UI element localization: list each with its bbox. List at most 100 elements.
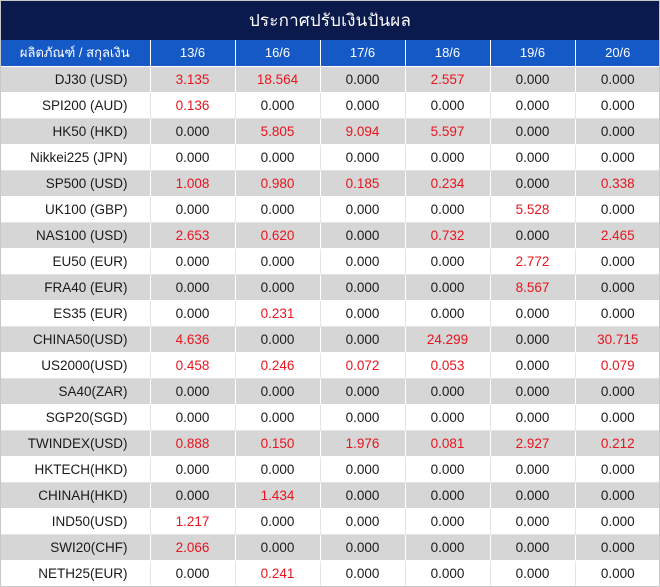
dividend-value-cell: 0.000 bbox=[404, 403, 491, 431]
dividend-value-cell: 0.241 bbox=[234, 559, 321, 587]
dividend-value-cell: 0.079 bbox=[574, 351, 660, 379]
dividend-value-cell: 4.636 bbox=[149, 325, 236, 353]
table-row: HKTECH(HKD) 0.000 0.000 0.000 0.000 0.000 0.00… bbox=[0, 455, 660, 483]
dividend-table: ผลิตภัณฑ์ / สกุลเงิน 13/6 16/6 17/6 18/6… bbox=[0, 40, 660, 587]
dividend-value-cell: 0.000 bbox=[149, 481, 236, 509]
dividend-value-cell: 9.094 bbox=[319, 117, 406, 145]
product-name-cell: DJ30 (USD) bbox=[0, 65, 151, 93]
dividend-value-cell: 0.000 bbox=[234, 325, 321, 353]
dividend-value-cell: 2.653 bbox=[149, 221, 236, 249]
dividend-value-cell: 0.000 bbox=[404, 273, 491, 301]
dividend-value-cell: 0.000 bbox=[319, 559, 406, 587]
dividend-value-cell: 5.805 bbox=[234, 117, 321, 145]
dividend-value-cell: 0.000 bbox=[319, 65, 406, 93]
dividend-value-cell: 0.000 bbox=[489, 143, 576, 171]
dividend-value-cell: 0.732 bbox=[404, 221, 491, 249]
table-row: IND50(USD) 1.217 0.000 0.000 0.000 0.000 0.000 bbox=[0, 507, 660, 535]
table-header: ผลิตภัณฑ์ / สกุลเงิน 13/6 16/6 17/6 18/6… bbox=[0, 40, 660, 67]
dividend-value-cell: 18.564 bbox=[234, 65, 321, 93]
dividend-value-cell: 0.000 bbox=[574, 533, 660, 561]
dividend-value-cell: 0.000 bbox=[489, 221, 576, 249]
dividend-value-cell: 0.081 bbox=[404, 429, 491, 457]
dividend-value-cell: 0.000 bbox=[149, 455, 236, 483]
dividend-value-cell: 0.000 bbox=[489, 169, 576, 197]
dividend-value-cell: 0.000 bbox=[234, 273, 321, 301]
dividend-value-cell: 0.000 bbox=[574, 481, 660, 509]
dividend-value-cell: 0.246 bbox=[234, 351, 321, 379]
dividend-value-cell: 0.000 bbox=[574, 117, 660, 145]
product-name-cell: Nikkei225 (JPN) bbox=[0, 143, 151, 171]
dividend-value-cell: 2.557 bbox=[404, 65, 491, 93]
product-name-cell: SP500 (USD) bbox=[0, 169, 151, 197]
product-name-cell: SGP20(SGD) bbox=[0, 403, 151, 431]
table-row: SP500 (USD) 1.008 0.980 0.185 0.234 0.000 0.33… bbox=[0, 169, 660, 197]
dividend-value-cell: 8.567 bbox=[489, 273, 576, 301]
dividend-value-cell: 0.000 bbox=[319, 247, 406, 275]
dividend-value-cell: 0.000 bbox=[319, 91, 406, 119]
dividend-value-cell: 5.528 bbox=[489, 195, 576, 223]
table-row: FRA40 (EUR) 0.000 0.000 0.000 0.000 8.567 0.00… bbox=[0, 273, 660, 301]
dividend-value-cell: 0.000 bbox=[234, 247, 321, 275]
dividend-value-cell: 0.000 bbox=[574, 65, 660, 93]
dividend-value-cell: 0.000 bbox=[319, 507, 406, 535]
dividend-value-cell: 0.000 bbox=[234, 507, 321, 535]
column-header-date: 19/6 bbox=[489, 40, 576, 67]
dividend-value-cell: 0.000 bbox=[234, 143, 321, 171]
product-name-cell: TWINDEX(USD) bbox=[0, 429, 151, 457]
dividend-value-cell: 0.458 bbox=[149, 351, 236, 379]
dividend-value-cell: 2.465 bbox=[574, 221, 660, 249]
product-name-cell: HKTECH(HKD) bbox=[0, 455, 151, 483]
dividend-value-cell: 0.000 bbox=[489, 65, 576, 93]
table-row: EU50 (EUR) 0.000 0.000 0.000 0.000 2.772 0.000 bbox=[0, 247, 660, 275]
dividend-value-cell: 1.217 bbox=[149, 507, 236, 535]
table-row: CHINA50(USD) 4.636 0.000 0.000 24.299 0.000 30… bbox=[0, 325, 660, 353]
column-header-date: 13/6 bbox=[149, 40, 236, 67]
dividend-value-cell: 0.000 bbox=[489, 325, 576, 353]
product-name-cell: CHINAH(HKD) bbox=[0, 481, 151, 509]
dividend-value-cell: 0.888 bbox=[149, 429, 236, 457]
dividend-value-cell: 0.000 bbox=[404, 195, 491, 223]
dividend-value-cell: 2.066 bbox=[149, 533, 236, 561]
dividend-value-cell: 0.234 bbox=[404, 169, 491, 197]
header-row: ผลิตภัณฑ์ / สกุลเงิน 13/6 16/6 17/6 18/6… bbox=[0, 40, 660, 67]
column-header-date: 20/6 bbox=[574, 40, 660, 67]
dividend-value-cell: 0.000 bbox=[489, 481, 576, 509]
dividend-value-cell: 0.000 bbox=[489, 403, 576, 431]
dividend-value-cell: 0.000 bbox=[574, 247, 660, 275]
dividend-value-cell: 0.000 bbox=[234, 91, 321, 119]
dividend-value-cell: 0.980 bbox=[234, 169, 321, 197]
column-header-date: 16/6 bbox=[234, 40, 321, 67]
dividend-value-cell: 0.136 bbox=[149, 91, 236, 119]
table-row: US2000(USD) 0.458 0.246 0.072 0.053 0.000 0.07… bbox=[0, 351, 660, 379]
dividend-value-cell: 0.000 bbox=[319, 221, 406, 249]
dividend-value-cell: 0.000 bbox=[234, 195, 321, 223]
dividend-value-cell: 0.185 bbox=[319, 169, 406, 197]
column-header-date: 17/6 bbox=[319, 40, 406, 67]
product-name-cell: NAS100 (USD) bbox=[0, 221, 151, 249]
product-name-cell: FRA40 (EUR) bbox=[0, 273, 151, 301]
table-row: NETH25(EUR) 0.000 0.241 0.000 0.000 0.000 0.00… bbox=[0, 559, 660, 587]
dividend-value-cell: 0.000 bbox=[489, 559, 576, 587]
dividend-value-cell: 0.000 bbox=[149, 377, 236, 405]
table-row: SGP20(SGD) 0.000 0.000 0.000 0.000 0.000 0.000 bbox=[0, 403, 660, 431]
dividend-value-cell: 0.000 bbox=[489, 533, 576, 561]
table-row: SWI20(CHF) 2.066 0.000 0.000 0.000 0.000 0.000 bbox=[0, 533, 660, 561]
dividend-value-cell: 0.620 bbox=[234, 221, 321, 249]
dividend-value-cell: 0.000 bbox=[149, 117, 236, 145]
dividend-value-cell: 0.000 bbox=[234, 455, 321, 483]
dividend-value-cell: 0.000 bbox=[574, 299, 660, 327]
product-name-cell: CHINA50(USD) bbox=[0, 325, 151, 353]
dividend-value-cell: 0.000 bbox=[404, 377, 491, 405]
dividend-value-cell: 0.000 bbox=[489, 91, 576, 119]
dividend-value-cell: 0.053 bbox=[404, 351, 491, 379]
dividend-value-cell: 0.212 bbox=[574, 429, 660, 457]
dividend-value-cell: 0.000 bbox=[404, 91, 491, 119]
table-row: HK50 (HKD) 0.000 5.805 9.094 5.597 0.000 0.000 bbox=[0, 117, 660, 145]
dividend-value-cell: 0.000 bbox=[489, 507, 576, 535]
dividend-value-cell: 0.150 bbox=[234, 429, 321, 457]
product-name-cell: EU50 (EUR) bbox=[0, 247, 151, 275]
dividend-value-cell: 2.927 bbox=[489, 429, 576, 457]
dividend-value-cell: 0.000 bbox=[404, 533, 491, 561]
dividend-value-cell: 0.000 bbox=[319, 325, 406, 353]
